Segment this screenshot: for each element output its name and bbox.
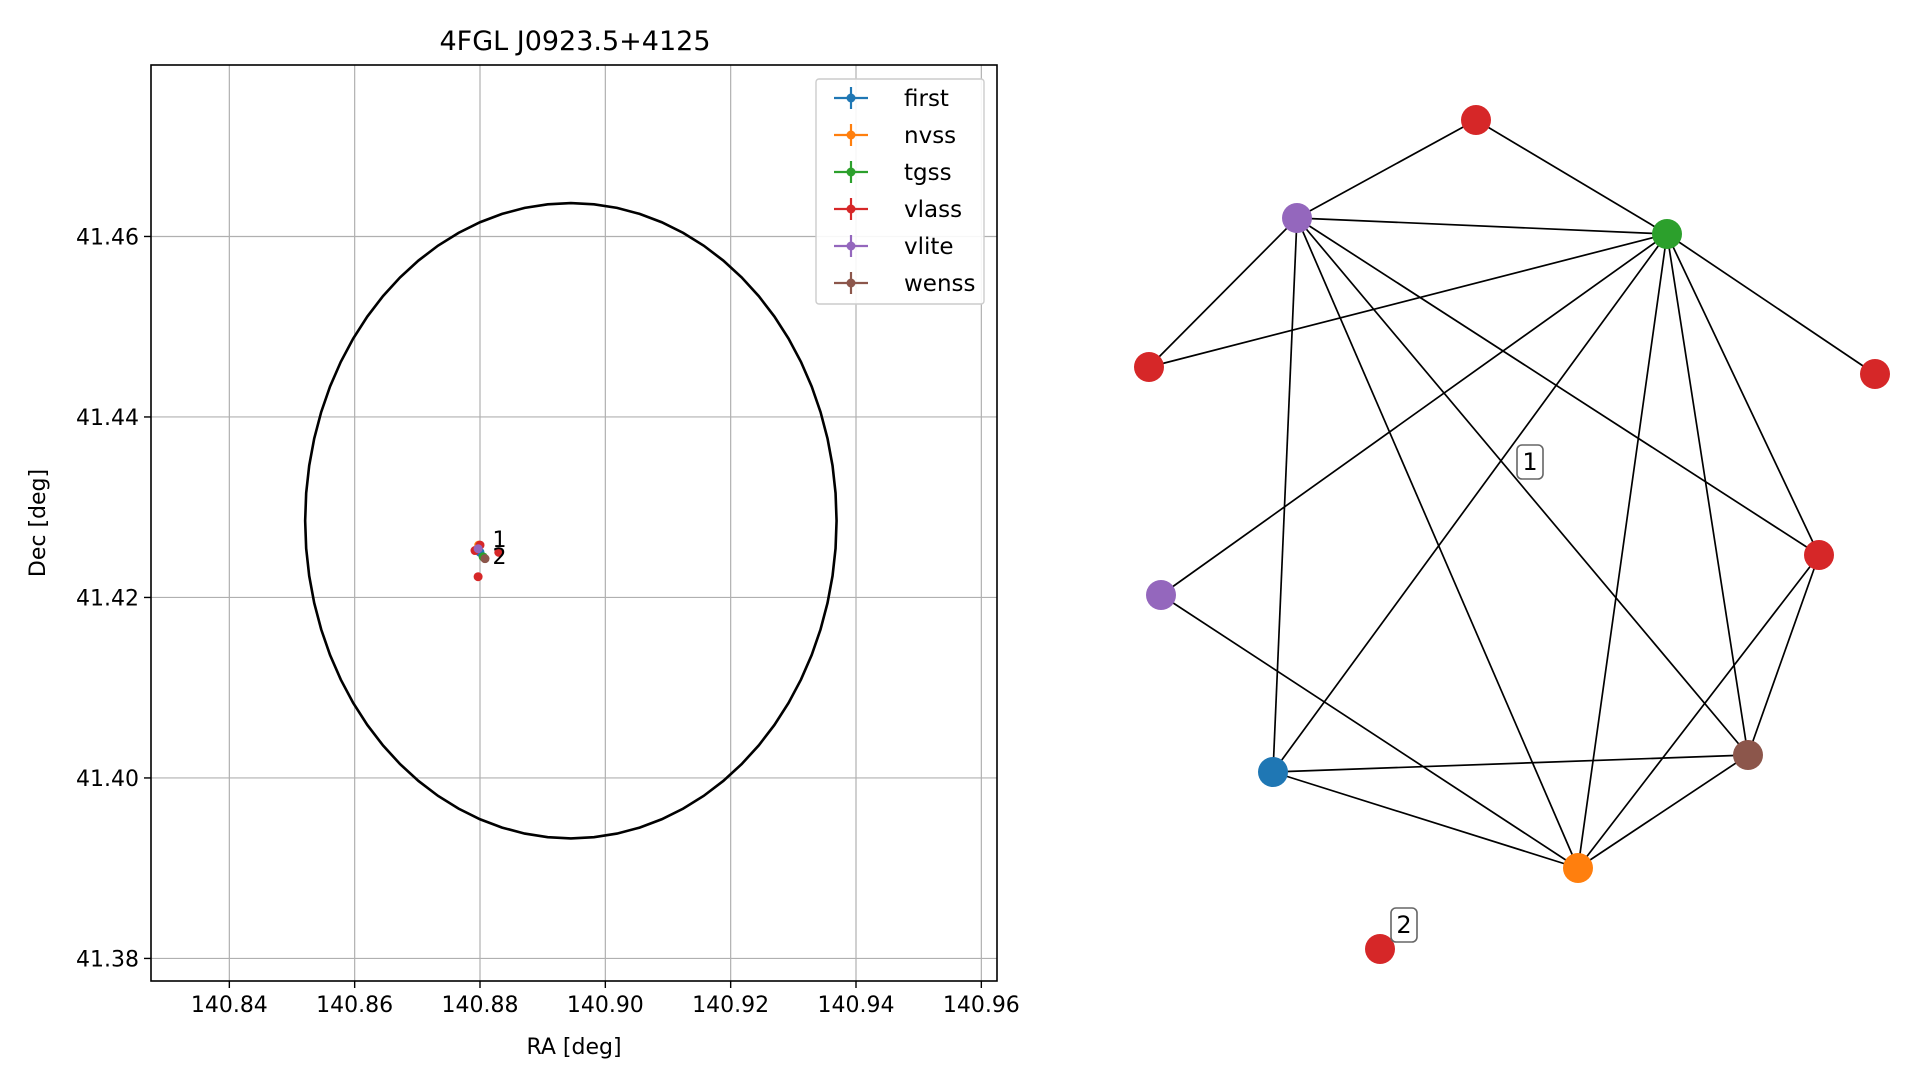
- x-tick-label: 140.86: [316, 993, 393, 1018]
- x-tick-label: 140.94: [818, 993, 895, 1018]
- legend-dot-vlite: [846, 241, 856, 251]
- graph-edge: [1666, 233, 1749, 756]
- y-tick-label: 41.44: [76, 406, 139, 431]
- edges-layer: [1148, 119, 1876, 869]
- legend-dot-nvss: [846, 130, 856, 140]
- graph-label-box: [1516, 444, 1544, 480]
- graph-edge: [1296, 217, 1668, 235]
- graph-node-vlite: [1146, 580, 1176, 610]
- y-axis-label: Dec [deg]: [26, 469, 51, 577]
- point-annotation: 2: [493, 545, 507, 570]
- graph-edge: [1577, 233, 1668, 869]
- graph-node-vlass: [1365, 934, 1395, 964]
- graph-edge: [1272, 217, 1298, 773]
- graph-node-tgss: [1652, 219, 1682, 249]
- graph-edge: [1272, 771, 1579, 869]
- graph-edge: [1296, 217, 1749, 756]
- graph-edge: [1577, 754, 1749, 869]
- nodes-layer: [1134, 105, 1890, 964]
- graph-edge: [1296, 217, 1820, 556]
- graph-edge: [1296, 217, 1579, 869]
- graph-edge: [1160, 594, 1579, 869]
- legend-dot-tgss: [846, 167, 856, 177]
- legend-label-tgss: tgss: [904, 160, 952, 186]
- graph-label-text: 2: [1396, 911, 1411, 939]
- graph-edge: [1148, 217, 1298, 368]
- graph-node-vlass: [1804, 540, 1834, 570]
- legend-dot-first: [846, 93, 856, 103]
- sky-scatter-panel: 4FGL J0923.5+4125 12 140.84 140.86 140.88 1…: [26, 26, 1020, 1060]
- graph-edge: [1148, 233, 1668, 368]
- graph-node-first: [1258, 757, 1288, 787]
- legend-label-vlass: vlass: [904, 197, 962, 223]
- x-ticks: 140.84 140.86 140.88 140.90 140.92 140.94 140.…: [191, 981, 1020, 1018]
- y-ticks: 41.38 41.40 41.42 41.44 41.46: [76, 225, 151, 972]
- graph-edge: [1747, 554, 1820, 756]
- legend-dot-wenss: [846, 278, 856, 288]
- point-vlass: [473, 572, 483, 582]
- x-tick-label: 140.90: [567, 993, 644, 1018]
- legend-label-nvss: nvss: [904, 123, 956, 149]
- legend-dot-vlass: [846, 204, 856, 214]
- graph-label: 2: [1390, 907, 1418, 943]
- y-tick-label: 41.40: [76, 767, 139, 792]
- x-tick-label: 140.84: [191, 993, 268, 1018]
- node-labels-layer: 12: [1390, 444, 1544, 943]
- x-tick-label: 140.96: [943, 993, 1020, 1018]
- y-tick-label: 41.46: [76, 225, 139, 250]
- legend: first nvss tgss vlass vlite wenss: [815, 78, 985, 305]
- legend-label-first: first: [904, 86, 949, 112]
- uncertainty-ellipse-layer: [303, 201, 838, 840]
- graph-edge: [1666, 233, 1820, 556]
- graph-edge: [1272, 754, 1749, 773]
- graph-edge: [1160, 233, 1668, 596]
- graph-node-vlass: [1461, 105, 1491, 135]
- x-tick-label: 140.92: [692, 993, 769, 1018]
- graph-node-vlite: [1282, 203, 1312, 233]
- network-graph-panel: 12: [1134, 105, 1890, 964]
- graph-node-vlass: [1860, 359, 1890, 389]
- y-tick-label: 41.42: [76, 586, 139, 611]
- plot-title: 4FGL J0923.5+4125: [439, 26, 710, 57]
- axes-frame: [150, 64, 998, 982]
- legend-items: first nvss tgss vlass vlite wenss: [834, 86, 976, 297]
- graph-label-text: 1: [1522, 448, 1537, 476]
- points-layer: [470, 540, 504, 582]
- x-axis-label: RA [deg]: [526, 1035, 621, 1060]
- y-tick-label: 41.38: [76, 947, 139, 972]
- legend-label-vlite: vlite: [904, 234, 954, 260]
- graph-node-vlass: [1134, 352, 1164, 382]
- x-tick-label: 140.88: [442, 993, 519, 1018]
- graph-node-wenss: [1733, 740, 1763, 770]
- point-vlite: [473, 544, 483, 554]
- point-wenss: [480, 554, 490, 564]
- graph-node-nvss: [1563, 853, 1593, 883]
- graph-edge: [1666, 233, 1876, 375]
- annotations-layer: 12: [493, 528, 507, 570]
- graph-edge: [1475, 119, 1668, 235]
- point-vlass: [494, 547, 504, 557]
- graph-edge: [1272, 233, 1668, 773]
- graph-label: 1: [1516, 444, 1544, 480]
- uncertainty-ellipse: [303, 201, 838, 840]
- point-annotation: 1: [493, 528, 507, 553]
- legend-label-wenss: wenss: [904, 271, 976, 297]
- graph-edge: [1577, 554, 1820, 869]
- graph-edge: [1296, 119, 1477, 219]
- graph-label-box: [1390, 907, 1418, 943]
